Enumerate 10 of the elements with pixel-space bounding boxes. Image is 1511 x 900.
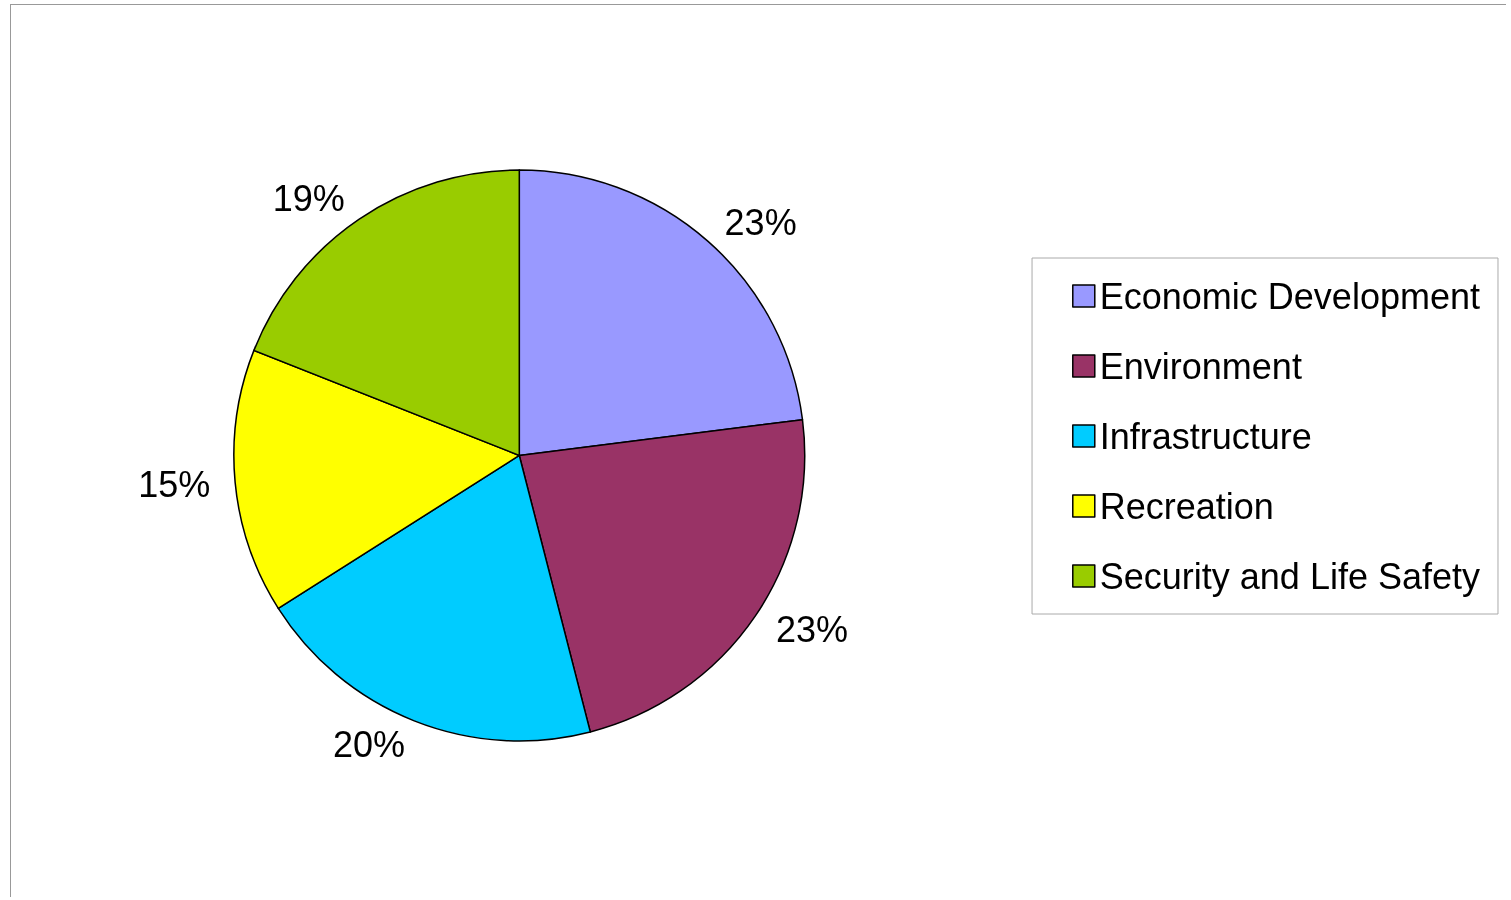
legend-label: Security and Life Safety [1099, 555, 1480, 597]
legend-label: Recreation [1099, 485, 1274, 527]
legend-label: Environment [1099, 345, 1302, 387]
data-label: 20% [332, 723, 406, 765]
data-label: 23% [776, 609, 849, 651]
data-label: 15% [138, 464, 211, 506]
data-label: 19% [272, 178, 345, 220]
legend-label: Economic Development [1099, 275, 1480, 317]
legend-label: Infrastructure [1099, 415, 1312, 457]
data-label: 23% [724, 202, 797, 244]
